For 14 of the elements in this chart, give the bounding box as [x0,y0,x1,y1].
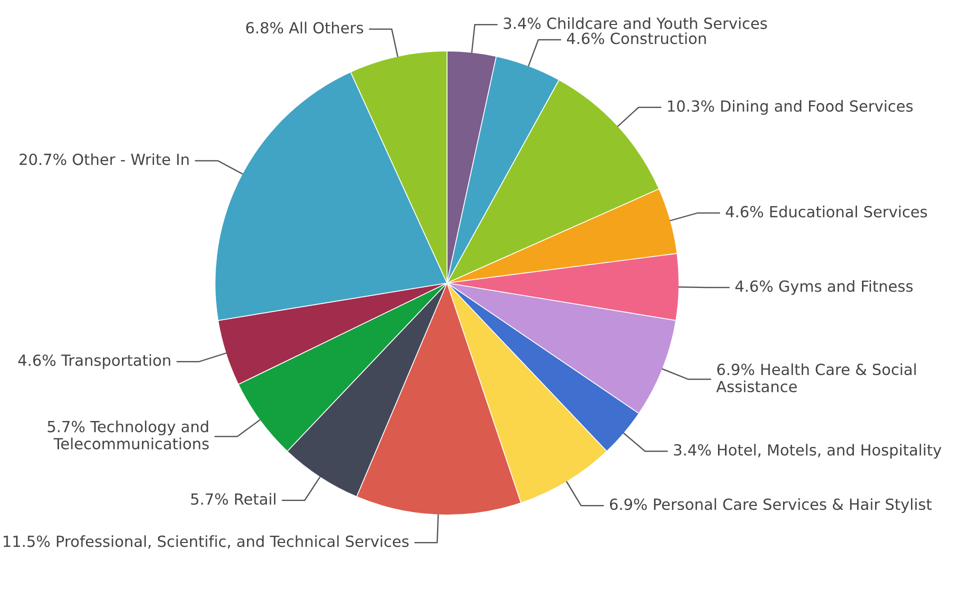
slice-label: 4.6% Construction [566,32,706,44]
slice-label: 3.4% Childcare and Youth Services [504,17,767,30]
slice-label: 5.7% Retail [191,492,276,505]
slice-label: 5.7% Technology and Telecommunications [48,420,209,450]
slice-label: 6.8% All Others [246,22,364,34]
slice-label: 3.4% Hotel, Motels, and Hospitality [674,444,942,459]
slice-label: 6.9% Personal Care Services & Hair Stylist [610,498,932,513]
slice-label: 4.6% Educational Services [726,206,927,218]
slice-label: 4.6% Gyms and Fitness [735,280,913,295]
slice-label: 6.9% Health Care & Social Assistance [716,363,916,392]
slice-label: 11.5% Professional, Scientific, and Technical Services [4,535,409,549]
slice-label: 20.7% Other - Write In [20,153,189,166]
slice-label: 4.6% Transportation [18,354,170,369]
slice-label: 10.3% Dining and Food Services [668,100,913,115]
